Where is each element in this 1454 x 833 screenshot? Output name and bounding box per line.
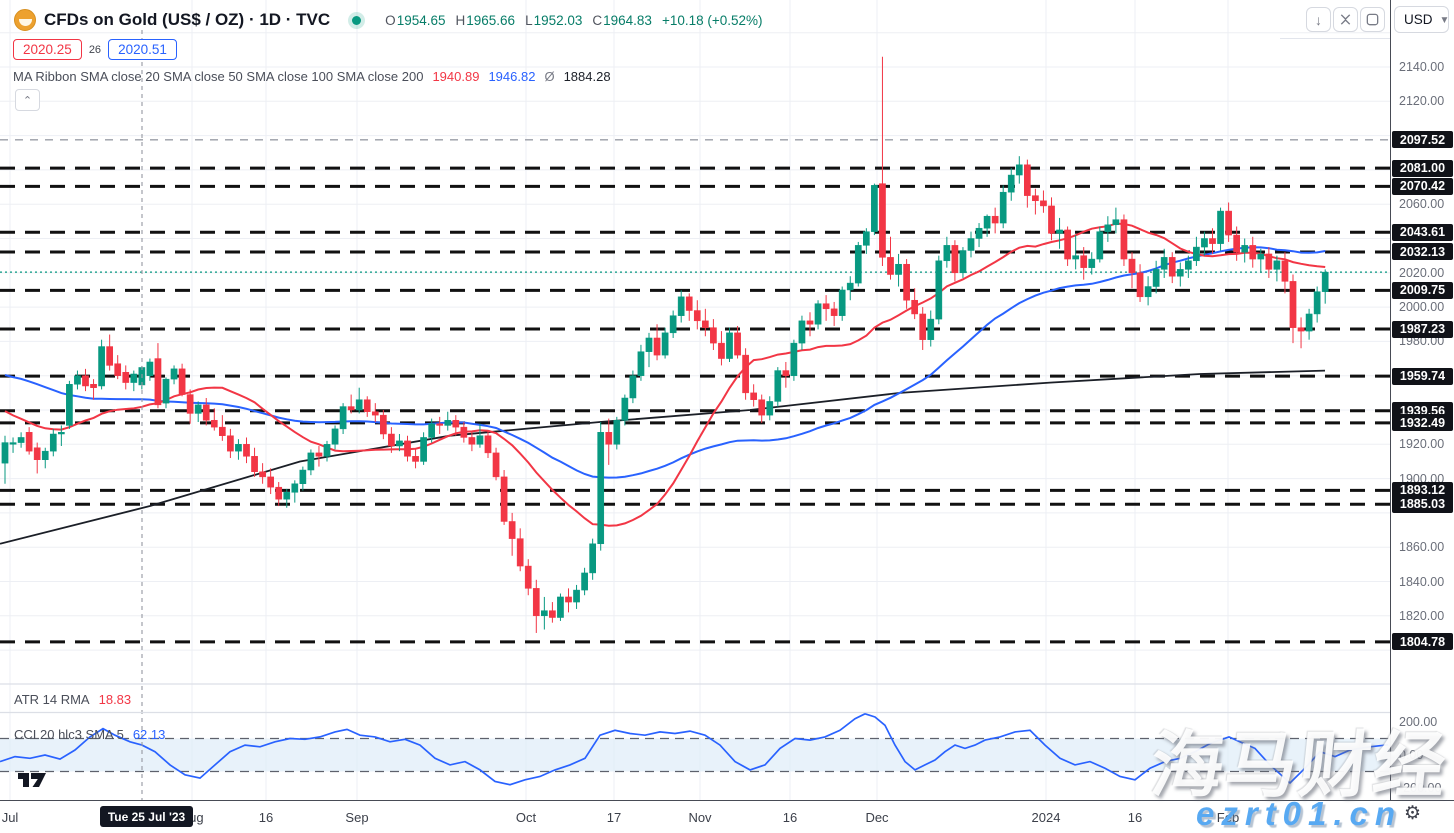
sma20-value: 1940.89 bbox=[432, 68, 480, 84]
open-value: 1954.65 bbox=[396, 12, 446, 28]
price-tick-label: 2000.00 bbox=[1399, 300, 1445, 315]
price-tick-label: 2020.00 bbox=[1399, 265, 1445, 280]
time-tick-label: Oct bbox=[515, 810, 537, 825]
price-level-badge: 2032.13 bbox=[1392, 243, 1453, 261]
price-tick-label: 2060.00 bbox=[1399, 197, 1445, 212]
price-level-badge: 2043.61 bbox=[1392, 223, 1453, 241]
price-level-badge: 1804.78 bbox=[1392, 633, 1453, 651]
price-level-badge: 1987.23 bbox=[1392, 320, 1453, 338]
ma-ribbon-label: MA Ribbon SMA close 20 SMA close 50 SMA … bbox=[13, 68, 424, 84]
close-value: 1964.83 bbox=[603, 12, 652, 28]
sma50-line bbox=[4, 246, 1326, 479]
low-value: 1952.03 bbox=[533, 12, 583, 28]
chevron-down-icon: ▼ bbox=[1439, 14, 1450, 26]
candlestick-series bbox=[1, 56, 1329, 633]
time-tick-label: Feb bbox=[1216, 810, 1240, 825]
cci-pane bbox=[0, 712, 1390, 786]
price-level-badge: 1932.49 bbox=[1392, 414, 1453, 432]
cci-tick-label: 200.00 bbox=[1399, 715, 1438, 729]
time-tick-label: 17 bbox=[606, 810, 622, 825]
price-level-badge: 1893.12 bbox=[1392, 481, 1453, 499]
buy-button[interactable]: 2020.51 bbox=[108, 39, 177, 60]
price-level-badge: 2070.42 bbox=[1392, 177, 1453, 195]
sma50-value: 1946.82 bbox=[488, 68, 536, 84]
price-tick-label: 1860.00 bbox=[1399, 540, 1445, 555]
time-tick-label: Sep bbox=[345, 810, 369, 825]
high-value: 1965.66 bbox=[466, 12, 516, 28]
price-tick-label: 1980.00 bbox=[1399, 334, 1445, 349]
ohlc-readout: O 1954.65 H 1965.66 L 1952.03 C 1964.83 +10.… bbox=[385, 13, 762, 28]
fullscreen-icon bbox=[1366, 13, 1379, 26]
time-tick-label: Dec bbox=[865, 810, 889, 825]
arrow-down-icon: ↓ bbox=[1315, 11, 1322, 28]
toolbar-divider bbox=[1280, 38, 1454, 39]
level-lines bbox=[0, 139, 1390, 644]
ma-ribbon-legend[interactable]: MA Ribbon SMA close 20 SMA close 50 SMA … bbox=[13, 67, 611, 85]
chevron-up-icon: ⌃ bbox=[22, 94, 33, 107]
scroll-to-latest-button[interactable]: ↓ bbox=[1306, 7, 1331, 32]
sell-button[interactable]: 2020.25 bbox=[13, 39, 82, 60]
time-tick-label: Jul bbox=[1, 810, 19, 825]
change-value: +10.18 (+0.52%) bbox=[661, 12, 763, 28]
cci-value: 62.13 bbox=[132, 727, 166, 742]
price-level-badge: 2097.52 bbox=[1392, 131, 1453, 149]
close-label: C bbox=[592, 12, 603, 28]
open-label: O bbox=[385, 12, 396, 28]
low-label: L bbox=[525, 12, 533, 28]
price-level-badge: 2009.75 bbox=[1392, 281, 1453, 299]
price-tick-label: 1820.00 bbox=[1399, 608, 1445, 623]
cci-legend[interactable]: CCI 20 hlc3 SMA 5 62.13 bbox=[14, 727, 165, 742]
market-status-icon[interactable] bbox=[352, 15, 362, 25]
cci-tick-label: -200.00 bbox=[1399, 781, 1442, 795]
time-axis[interactable]: Feb162024Dec16Nov17OctSep16AugJul Tue 25… bbox=[0, 800, 1454, 833]
symbol-header: CFDs on Gold (US$ / OZ) · 1D · TVC O 1954… bbox=[14, 7, 763, 33]
grid-lines bbox=[0, 0, 1390, 800]
symbol-title[interactable]: CFDs on Gold (US$ / OZ) · 1D · TVC bbox=[44, 10, 331, 29]
spread-value: 26 bbox=[88, 43, 102, 56]
high-label: H bbox=[455, 12, 466, 28]
cci-line bbox=[0, 712, 1389, 786]
fullscreen-button[interactable] bbox=[1360, 7, 1385, 32]
time-tick-label: 16 bbox=[782, 810, 798, 825]
atr-legend[interactable]: ATR 14 RMA 18.83 bbox=[14, 692, 131, 707]
collapse-chevrons-icon bbox=[1340, 14, 1351, 25]
price-tick-label: 1840.00 bbox=[1399, 574, 1445, 589]
sma200-line bbox=[0, 369, 1326, 545]
price-tick-label: 2140.00 bbox=[1399, 60, 1445, 74]
price-tick-label: 1920.00 bbox=[1399, 437, 1445, 452]
crosshair-date-badge: Tue 25 Jul '23 bbox=[100, 806, 193, 827]
price-scale[interactable]: 2140.00 2120.00 2060.00 2020.00 2000.00 1980.… bbox=[1390, 0, 1454, 800]
time-tick-label: 16 bbox=[258, 810, 274, 825]
bid-ask-row: 2020.25 26 2020.51 bbox=[13, 38, 177, 61]
time-tick-label: 16 bbox=[1127, 810, 1143, 825]
tradingview-logo[interactable] bbox=[18, 771, 48, 789]
collapse-pane-button[interactable]: ⌃ bbox=[15, 89, 40, 111]
price-level-badge: 2081.00 bbox=[1392, 159, 1453, 177]
restore-pane-button[interactable] bbox=[1333, 7, 1358, 32]
price-level-badge: 1885.03 bbox=[1392, 495, 1453, 513]
chart-canvas[interactable] bbox=[0, 0, 1390, 800]
gold-symbol-icon[interactable] bbox=[14, 9, 36, 31]
currency-value: USD bbox=[1404, 12, 1433, 27]
url-watermark: ezrt01.cn bbox=[1196, 795, 1403, 832]
price-tick-label: 2120.00 bbox=[1399, 94, 1445, 109]
atr-value: 18.83 bbox=[98, 692, 132, 707]
currency-dropdown[interactable]: USD ▼ bbox=[1394, 6, 1449, 33]
price-level-badge: 1959.74 bbox=[1392, 367, 1453, 385]
sma200-value: 1884.28 bbox=[563, 68, 611, 84]
sma100-value: Ø bbox=[544, 68, 555, 84]
gear-icon[interactable]: ⚙ bbox=[1404, 803, 1422, 824]
cci-label: CCI 20 hlc3 SMA 5 bbox=[14, 727, 124, 742]
atr-label: ATR 14 RMA bbox=[14, 692, 90, 707]
time-tick-label: 2024 bbox=[1031, 810, 1061, 825]
cci-tick-label: 0.00 bbox=[1399, 748, 1424, 762]
time-tick-label: Nov bbox=[688, 810, 712, 825]
